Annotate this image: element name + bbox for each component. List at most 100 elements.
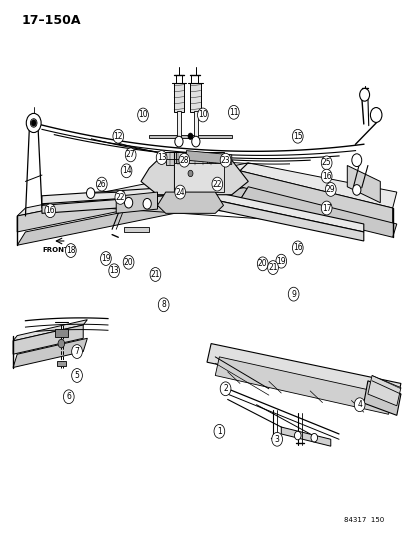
Circle shape [352,184,360,195]
Circle shape [124,197,133,208]
Text: 13: 13 [157,153,166,162]
Polygon shape [157,192,223,213]
Polygon shape [42,187,178,204]
Text: 3: 3 [274,435,279,444]
Circle shape [45,204,55,217]
Circle shape [257,257,268,271]
Polygon shape [215,192,363,232]
Polygon shape [157,152,223,160]
Circle shape [174,185,185,199]
Polygon shape [280,427,330,446]
Polygon shape [42,195,178,213]
Text: 15: 15 [292,132,302,141]
Polygon shape [13,325,83,354]
Text: 19: 19 [276,257,285,265]
Polygon shape [124,227,149,232]
Polygon shape [165,159,215,165]
Circle shape [123,255,134,269]
Text: 24: 24 [175,188,185,197]
Text: 13: 13 [109,266,119,275]
Text: 9: 9 [290,289,295,298]
Circle shape [188,170,192,176]
Text: 16: 16 [321,172,331,181]
Polygon shape [17,171,240,232]
Circle shape [30,119,37,127]
Polygon shape [17,163,248,216]
Text: 5: 5 [74,371,79,380]
Circle shape [158,298,169,312]
Polygon shape [173,83,184,112]
Circle shape [26,114,41,133]
Text: 26: 26 [97,180,106,189]
Circle shape [109,264,119,278]
Polygon shape [215,200,363,241]
Circle shape [310,433,317,442]
Text: 29: 29 [325,185,335,194]
Circle shape [354,398,364,411]
Text: 8: 8 [161,300,166,309]
Text: 7: 7 [74,347,79,356]
Text: 2: 2 [223,384,228,393]
Circle shape [121,164,132,177]
Polygon shape [215,357,392,414]
Text: 17–150A: 17–150A [21,14,81,27]
Text: 16: 16 [292,244,302,253]
Polygon shape [141,160,248,195]
Circle shape [320,169,331,183]
Text: 6: 6 [66,392,71,401]
Circle shape [320,156,331,169]
Circle shape [351,154,361,166]
Circle shape [174,136,183,147]
Polygon shape [173,163,223,192]
Polygon shape [206,344,400,402]
Circle shape [71,345,82,359]
Polygon shape [240,171,392,224]
Circle shape [275,254,286,268]
Text: 28: 28 [179,156,189,165]
Polygon shape [57,361,66,367]
Circle shape [178,154,189,167]
Circle shape [294,431,300,440]
Circle shape [211,177,222,191]
Circle shape [113,130,123,143]
Polygon shape [347,165,380,203]
Text: 21: 21 [150,270,160,279]
Circle shape [150,268,160,281]
Text: 10: 10 [197,110,207,119]
Polygon shape [186,151,231,165]
Circle shape [86,188,95,198]
Circle shape [125,148,136,162]
Polygon shape [116,192,157,213]
Circle shape [325,182,335,196]
Text: FRONT: FRONT [42,247,69,253]
Text: 4: 4 [356,400,361,409]
Text: 20: 20 [123,258,133,266]
Text: 20: 20 [257,260,267,268]
Polygon shape [17,187,248,245]
Circle shape [220,382,230,395]
Polygon shape [55,329,68,337]
Circle shape [214,424,224,438]
Polygon shape [149,135,231,138]
Circle shape [138,108,148,122]
Circle shape [71,368,82,382]
Circle shape [271,432,282,446]
Text: 25: 25 [321,158,331,167]
Polygon shape [13,320,87,341]
Text: 21: 21 [268,263,277,272]
Polygon shape [177,111,180,139]
Circle shape [292,241,302,255]
Circle shape [156,151,166,165]
Circle shape [197,108,208,122]
Circle shape [228,106,239,119]
Circle shape [267,261,278,274]
Circle shape [143,198,151,209]
Circle shape [188,133,192,140]
Circle shape [63,390,74,403]
Text: 17: 17 [321,204,331,213]
Polygon shape [363,381,400,415]
Text: 19: 19 [101,254,110,263]
Circle shape [100,252,111,265]
Text: 1: 1 [216,427,221,436]
Polygon shape [165,198,215,204]
